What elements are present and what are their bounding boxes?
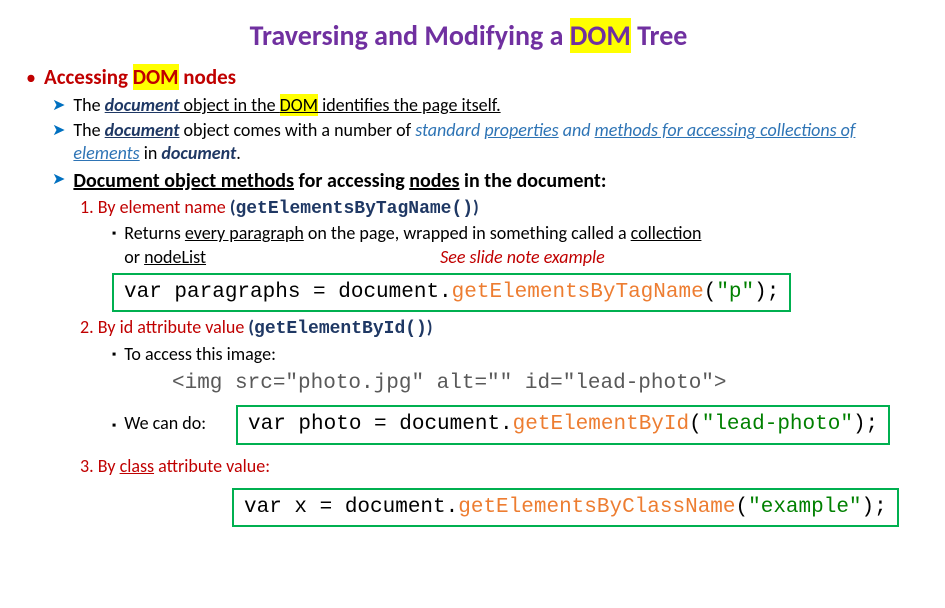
m1s-col: collection <box>631 222 702 244</box>
c2-val: "lead-photo" <box>563 372 714 395</box>
m1-lp: ( <box>226 196 236 218</box>
title-hl: DOM <box>570 18 631 53</box>
b2-and: and <box>559 119 595 141</box>
m1s-t2: on the page, wrapped in something called… <box>304 222 631 244</box>
b1-hl: DOM <box>280 94 318 116</box>
b2-doc2: document <box>161 142 236 164</box>
c3-lp: ( <box>689 413 702 436</box>
method-by-class: 3. By class attribute value: <box>80 455 915 478</box>
m2-num: 2. <box>80 316 98 338</box>
square-bullet-icon: ▪ <box>112 419 116 435</box>
c1-arg: "p" <box>716 281 754 304</box>
c4-rp: ); <box>862 496 887 519</box>
m1s-or: or <box>124 246 144 268</box>
h1-hl: DOM <box>133 64 179 90</box>
see-note: See slide note example <box>440 246 605 268</box>
m2-lp: ( <box>244 316 254 338</box>
c1-fn: getElementsByTagName <box>452 281 704 304</box>
c1-pre: var paragraphs = document. <box>124 281 452 304</box>
c4-fn: getElementsByClassName <box>458 496 735 519</box>
c3-pre: var photo = document. <box>248 413 513 436</box>
code-4: var x = document.getElementsByClassName(… <box>232 488 899 527</box>
b2-doc: document <box>105 119 180 141</box>
code-img-tag: <img src="photo.jpg" alt="" id="lead-pho… <box>172 370 915 397</box>
m1-returns: ▪ Returns every paragraph on the page, w… <box>112 222 915 269</box>
codebox-classname: var x = document.getElementsByClassName(… <box>232 484 915 529</box>
b3-t1: Document object methods <box>73 169 294 193</box>
m2-rp: ) <box>427 316 433 338</box>
heading-accessing: Accessing DOM nodes <box>26 64 915 91</box>
c4-pre: var x = document. <box>244 496 458 519</box>
h1-post: nodes <box>179 64 237 90</box>
title-post: Tree <box>631 18 688 53</box>
b3-t2: for accessing <box>294 169 409 193</box>
m1-rp: ) <box>473 196 479 218</box>
b2-dot: . <box>236 142 241 164</box>
square-bullet-icon: ▪ <box>112 348 116 366</box>
m2b: We can do: <box>124 412 206 434</box>
m1-t1: By element name <box>98 196 226 218</box>
codebox-tagname: var paragraphs = document.getElementsByT… <box>112 269 915 314</box>
c2-pre: <img src="photo.jpg" alt="" <box>172 372 525 395</box>
bullet-doc-identifies: ➤ The document object in the DOM identif… <box>52 94 915 117</box>
bullet-dot-icon <box>26 67 44 89</box>
square-bullet-icon: ▪ <box>112 227 116 269</box>
chevron-right-icon: ➤ <box>52 121 65 166</box>
c4-arg: "example" <box>748 496 861 519</box>
c1-rp: ); <box>754 281 779 304</box>
method-by-tagname: 1. By element name (getElementsByTagName… <box>80 196 915 221</box>
b1-doc: document <box>105 94 180 116</box>
bullet-doc-properties: ➤ The document object comes with a numbe… <box>52 119 915 166</box>
m1-num: 1. <box>80 196 98 218</box>
c2-post: > <box>714 372 727 395</box>
chevron-right-icon: ➤ <box>52 96 65 117</box>
code-1: var paragraphs = document.getElementsByT… <box>112 273 791 312</box>
m2-we-can-do: ▪ We can do: var photo = document.getEle… <box>112 401 915 446</box>
slide-title: Traversing and Modifying a DOM Tree <box>22 18 915 54</box>
chevron-right-icon: ➤ <box>52 170 65 194</box>
m2a: To access this image: <box>124 343 276 365</box>
c2-eq: = <box>550 372 563 395</box>
b1-t3: identifies the page itself. <box>318 94 501 116</box>
m1s-ep: every paragraph <box>185 222 304 244</box>
method-by-id: 2. By id attribute value (getElementById… <box>80 316 915 341</box>
b2-t2: object comes with a number of <box>179 119 415 141</box>
title-pre: Traversing and Modifying a <box>250 18 570 53</box>
b2-in: in <box>140 142 162 164</box>
h1-pre: Accessing <box>44 64 133 90</box>
m3-t1: By <box>98 455 120 477</box>
c4-lp: ( <box>736 496 749 519</box>
m3-num: 3. <box>80 455 98 477</box>
m1s-nl: nodeList <box>144 246 206 268</box>
b1-t2: object in the <box>179 94 279 116</box>
m3-cls: class <box>120 455 154 477</box>
b3-nodes: nodes <box>409 169 459 193</box>
code-3: var photo = document.getElementById("lea… <box>236 405 890 444</box>
bullet-doc-methods: ➤ Document object methods for accessing … <box>52 168 915 194</box>
c3-arg: "lead-photo" <box>702 413 853 436</box>
m1-fn: getElementsByTagName() <box>235 199 473 219</box>
b1-t1: The <box>73 94 104 116</box>
c3-fn: getElementById <box>513 413 689 436</box>
m2-t1: By id attribute value <box>98 316 245 338</box>
b2-std: standard <box>415 119 484 141</box>
c3-rp: ); <box>853 413 878 436</box>
m1s-t1: Returns <box>124 222 185 244</box>
c2-id: id <box>525 372 550 395</box>
m2-fn: getElementById() <box>254 319 427 339</box>
m3-t2: attribute value: <box>154 455 270 477</box>
c1-lp: ( <box>704 281 717 304</box>
b2-t1: The <box>73 119 104 141</box>
b2-prop: properties <box>484 119 558 141</box>
b3-t3: in the document: <box>460 169 607 193</box>
m2-access-img: ▪ To access this image: <box>112 343 915 366</box>
